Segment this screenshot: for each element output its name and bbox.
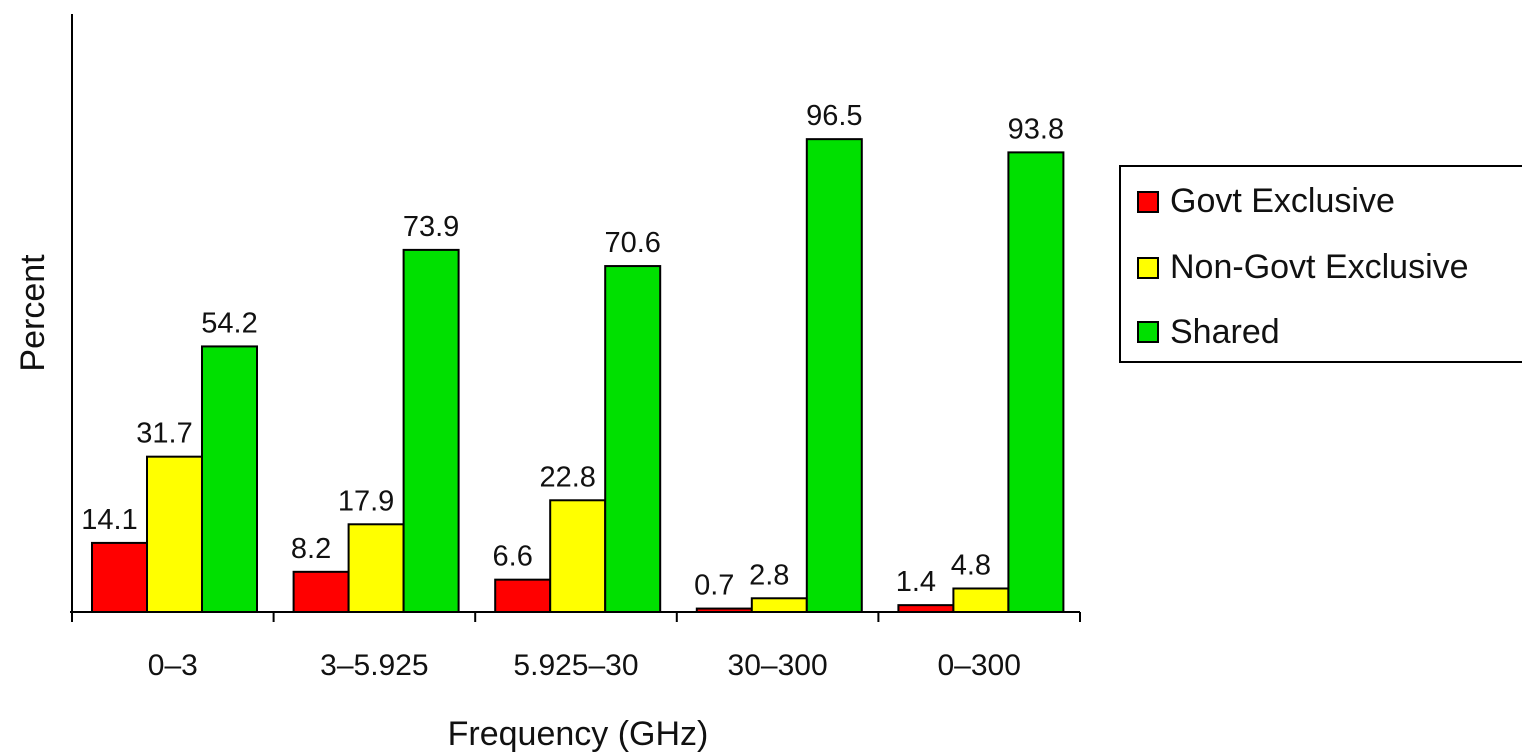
legend: Govt Exclusive Non-Govt Exclusive Shared	[1119, 165, 1522, 363]
bar-govt-exclusive	[897, 604, 955, 614]
legend-swatch-govt-exclusive	[1137, 191, 1159, 213]
bar-non-govt-exclusive	[146, 455, 203, 614]
bar-non-govt-exclusive	[549, 499, 607, 613]
bar-shared	[201, 345, 258, 613]
legend-label-non-govt-exclusive: Non-Govt Exclusive	[1170, 248, 1469, 286]
x-tick-label: 30–300	[728, 649, 828, 682]
bar-shared	[1007, 151, 1065, 613]
bar-shared	[805, 138, 863, 613]
data-label: 31.7	[136, 418, 192, 450]
data-label: 70.6	[604, 227, 660, 259]
data-label: 96.5	[806, 100, 862, 132]
bar-shared	[402, 248, 460, 613]
data-label: 1.4	[896, 566, 936, 598]
bar-shared	[604, 265, 662, 613]
y-axis-title: Percent	[14, 254, 52, 372]
legend-swatch-non-govt-exclusive	[1137, 257, 1159, 279]
legend-box	[1119, 165, 1522, 363]
data-label: 93.8	[1008, 113, 1064, 145]
data-label: 4.8	[951, 549, 991, 581]
bar-non-govt-exclusive	[750, 597, 808, 614]
x-tick-label: 5.925–30	[513, 649, 638, 682]
x-tick-label: 0–300	[937, 649, 1020, 682]
legend-swatch-shared	[1137, 321, 1159, 343]
x-tick-label: 3–5.925	[320, 649, 428, 682]
x-tick-label: 0–3	[148, 649, 198, 682]
data-label: 22.8	[539, 461, 595, 493]
bar-non-govt-exclusive	[347, 523, 405, 613]
bars	[91, 138, 1065, 614]
legend-label-shared: Shared	[1170, 313, 1280, 351]
bar-non-govt-exclusive	[952, 587, 1010, 613]
data-label: 8.2	[291, 533, 331, 565]
data-label: 17.9	[338, 485, 394, 517]
legend-label-govt-exclusive: Govt Exclusive	[1170, 182, 1395, 220]
data-label: 73.9	[403, 211, 459, 243]
bar-govt-exclusive	[494, 578, 552, 613]
data-label: 6.6	[493, 541, 533, 573]
x-tick-labels: 0–3 3–5.925 5.925–30 30–300 0–300	[148, 649, 1021, 682]
x-axis-title: Frequency (GHz)	[448, 715, 709, 753]
data-label: 0.7	[694, 570, 734, 602]
data-label: 54.2	[201, 307, 257, 339]
bar-govt-exclusive	[695, 607, 753, 614]
bar-govt-exclusive	[91, 541, 148, 613]
data-labels: 14.1 31.7 54.2 8.217.9 73.9 6.6 22.8 70.6 0.7 2.8…	[81, 100, 1064, 601]
data-label: 2.8	[749, 559, 789, 591]
bar-govt-exclusive	[292, 570, 350, 614]
data-label: 14.1	[81, 504, 137, 536]
